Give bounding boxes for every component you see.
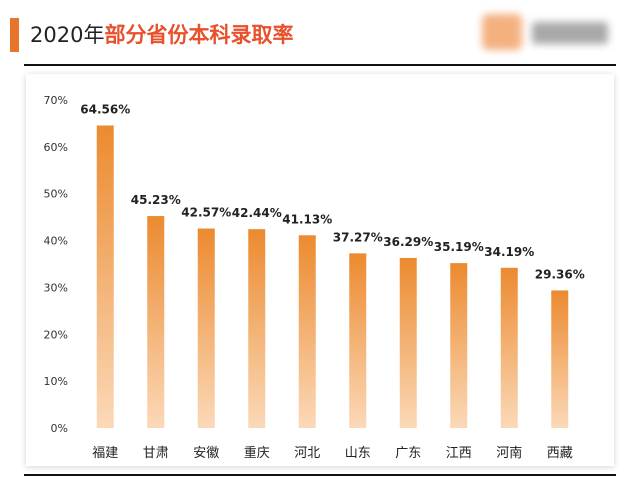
bar (450, 263, 468, 428)
bar (248, 229, 266, 428)
y-tick-label: 10% (44, 375, 68, 388)
x-category-label: 河北 (294, 446, 320, 461)
bar (399, 257, 417, 428)
bar-value-label: 42.44% (232, 206, 282, 220)
chart-title-year: 2020年 (30, 23, 105, 47)
bar (298, 235, 316, 428)
top-rule (24, 64, 616, 66)
chart-title: 2020年部分省份本科录取率 (30, 20, 293, 50)
x-category-label: 江西 (446, 446, 472, 461)
bottom-rule (24, 474, 616, 476)
bar (96, 125, 114, 428)
y-tick-label: 70% (44, 94, 68, 107)
chart-title-text: 部分省份本科录取率 (104, 23, 294, 47)
bar-value-label: 64.56% (80, 102, 130, 116)
bar-value-label: 42.57% (181, 206, 231, 220)
y-tick-label: 30% (44, 281, 68, 294)
x-category-label: 河南 (496, 445, 522, 461)
x-category-label: 山东 (345, 446, 371, 461)
x-category-label: 重庆 (244, 445, 270, 461)
y-tick-label: 20% (44, 328, 68, 341)
bar-value-label: 37.27% (333, 230, 383, 244)
x-category-label: 西藏 (547, 446, 573, 461)
x-category-label: 福建 (92, 446, 118, 461)
bar-value-label: 41.13% (282, 212, 332, 226)
bar-value-label: 35.19% (434, 240, 484, 254)
x-category-label: 广东 (395, 446, 421, 461)
y-tick-label: 60% (44, 141, 68, 154)
bar (197, 228, 215, 428)
title-accent-bar (10, 18, 19, 52)
y-tick-label: 40% (44, 235, 68, 248)
x-category-label: 安徽 (193, 446, 219, 461)
bar (551, 290, 569, 428)
bar-value-label: 36.29% (383, 235, 433, 249)
blurred-logo (480, 8, 620, 56)
bar-value-label: 34.19% (484, 245, 534, 259)
bar (147, 216, 165, 428)
y-tick-label: 0% (51, 422, 68, 435)
bar-value-label: 45.23% (131, 193, 181, 207)
x-category-label: 甘肃 (143, 446, 169, 461)
bar-value-label: 29.36% (535, 267, 585, 281)
y-tick-label: 50% (44, 188, 68, 201)
bar (349, 253, 367, 428)
bar (500, 267, 518, 428)
